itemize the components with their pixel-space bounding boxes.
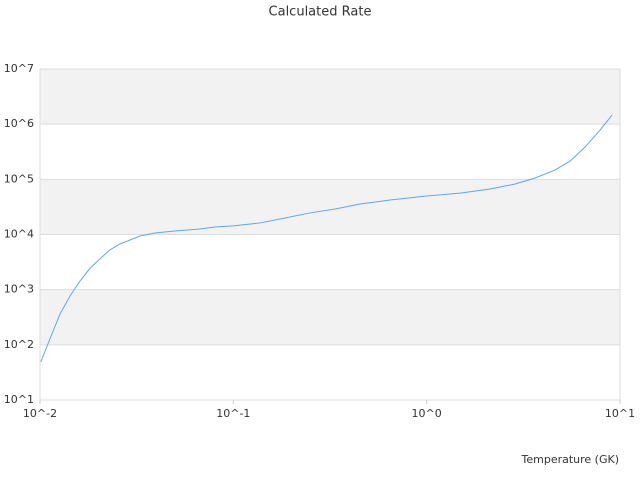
y-tick-label: 10^4 (4, 228, 34, 241)
chart-title: Calculated Rate (269, 5, 372, 20)
x-tick-label: 10^1 (605, 407, 635, 420)
y-tick-label: 10^7 (4, 62, 34, 75)
y-tick-label: 10^5 (4, 172, 34, 185)
x-tick-label: 10^-2 (23, 407, 57, 420)
plot-band (40, 179, 620, 235)
x-tick-label: 10^-1 (216, 407, 250, 420)
data-line (40, 114, 613, 363)
y-tick-label: 10^3 (4, 283, 34, 296)
y-tick-label: 10^6 (4, 117, 34, 130)
plot-band (40, 289, 620, 345)
x-axis-label: Temperature (GK) (521, 453, 620, 466)
plot-band (40, 69, 620, 125)
y-tick-label: 10^2 (4, 338, 34, 351)
x-tick-label: 10^0 (412, 407, 442, 420)
y-tick-label: 10^1 (4, 393, 34, 406)
